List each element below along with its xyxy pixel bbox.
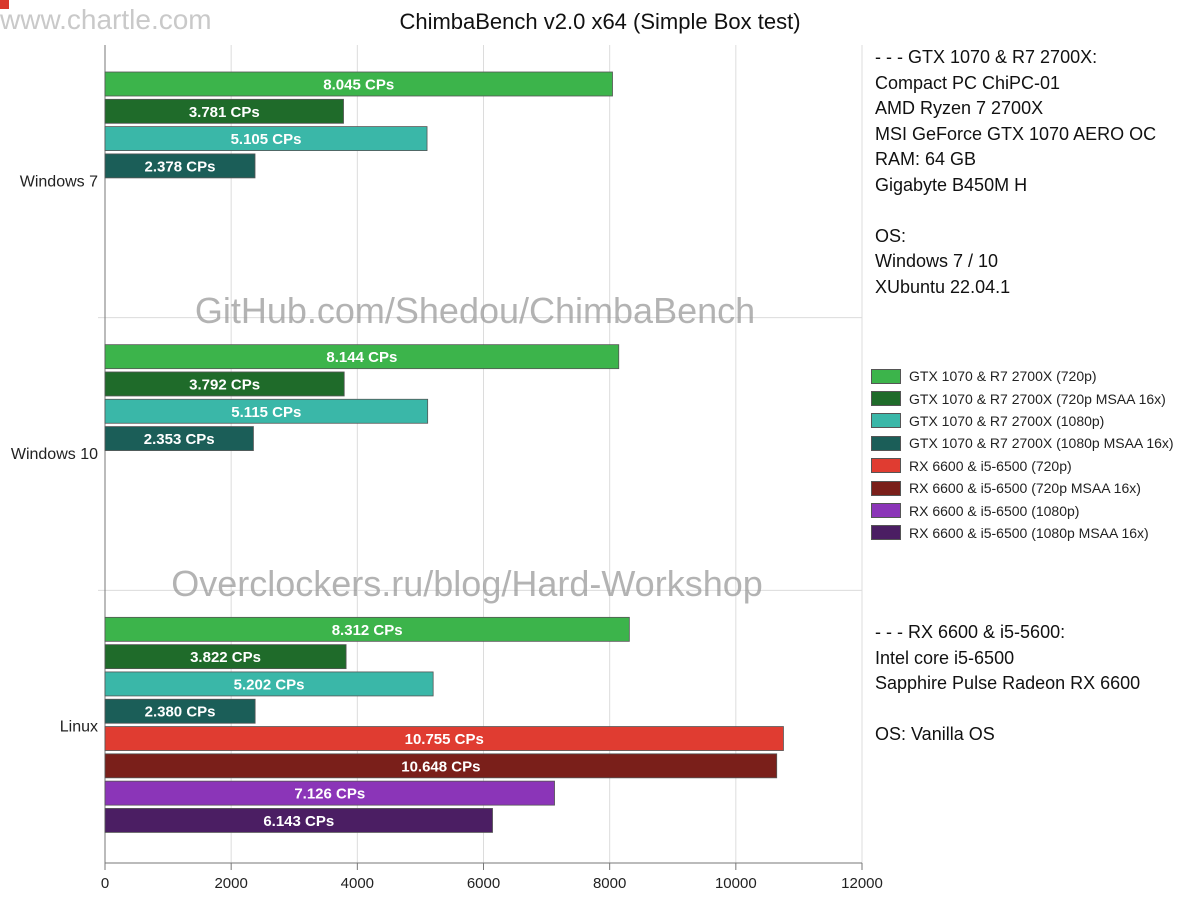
category-label: Windows 10 — [11, 446, 98, 463]
bar-value-label: 8.045 CPs — [323, 77, 394, 94]
bar-value-label: 7.126 CPs — [294, 786, 365, 803]
info-line — [875, 198, 1156, 224]
legend-item: GTX 1070 & R7 2700X (720p MSAA 16x) — [871, 387, 1174, 409]
info-line: Windows 7 / 10 — [875, 251, 999, 271]
info-line: RAM: 64 GB — [875, 149, 977, 169]
info-line: OS: — [875, 225, 907, 246]
legend-swatch — [871, 368, 901, 384]
bar — [104, 344, 620, 370]
system-info-bottom: - - - RX 6600 & i5-5600: Intel core i5-65… — [875, 620, 1140, 748]
bar-value-label: 5.105 CPs — [231, 131, 302, 148]
legend-label: GTX 1070 & R7 2700X (1080p MSAA 16x) — [909, 435, 1174, 452]
x-tick-label: 10000 — [715, 875, 757, 892]
bar — [104, 98, 344, 124]
legend-item: RX 6600 & i5-6500 (1080p MSAA 16x) — [871, 522, 1174, 544]
legend-swatch — [871, 413, 901, 429]
x-tick-label: 4000 — [341, 875, 374, 892]
watermark-site: www.chartle.com — [0, 4, 212, 35]
bar — [104, 153, 256, 179]
legend-item: GTX 1070 & R7 2700X (1080p) — [871, 410, 1174, 432]
legend-item: RX 6600 & i5-6500 (720p) — [871, 455, 1174, 477]
legend-label: GTX 1070 & R7 2700X (720p) — [909, 368, 1097, 385]
legend-label: RX 6600 & i5-6500 (1080p MSAA 16x) — [909, 524, 1149, 541]
info-line: Gigabyte B450M H — [875, 174, 1028, 195]
category-label: Linux — [60, 719, 98, 736]
y-axis-categories: Windows 7 Windows 10 Linux — [11, 173, 98, 735]
bar — [104, 426, 254, 451]
legend-swatch — [871, 525, 901, 541]
legend-item: RX 6600 & i5-6500 (720p MSAA 16x) — [871, 477, 1174, 499]
bar-value-label: 3.822 CPs — [190, 649, 261, 666]
bar — [104, 753, 778, 779]
bar-value-label: 10.648 CPs — [401, 758, 480, 775]
bar — [104, 398, 429, 424]
bar — [104, 71, 613, 97]
bar-value-label: 2.380 CPs — [145, 704, 216, 721]
legend-label: GTX 1070 & R7 2700X (1080p) — [909, 412, 1105, 429]
info-line: - - - RX 6600 & i5-5600: — [875, 622, 1066, 642]
legend-label: RX 6600 & i5-6500 (1080p) — [909, 502, 1080, 519]
system-info-top: - - - GTX 1070 & R7 2700X: Compact PC Chi… — [875, 45, 1156, 300]
bar-value-label: 2.378 CPs — [145, 158, 216, 175]
info-line: Sapphire Pulse Radeon RX 6600 — [875, 673, 1141, 693]
x-axis-ticks: 0 2000 4000 6000 8000 10000 12000 — [101, 863, 883, 892]
legend-swatch — [871, 503, 901, 519]
watermark-blog: Overclockers.ru/blog/Hard-Workshop — [171, 563, 763, 604]
legend-label: GTX 1070 & R7 2700X (720p MSAA 16x) — [909, 390, 1166, 407]
bar-value-label: 8.312 CPs — [332, 622, 403, 639]
x-tick-label: 8000 — [593, 875, 626, 892]
bar-value-label: 8.144 CPs — [326, 349, 397, 366]
bars: 8.045 CPs 3.781 CPs 5.105 CPs 2.378 CPs 8.14… — [104, 71, 784, 833]
legend-label: RX 6600 & i5-6500 (720p MSAA 16x) — [909, 480, 1141, 497]
x-tick-label: 6000 — [467, 875, 500, 892]
watermark-badge — [0, 0, 9, 9]
bar — [104, 808, 493, 833]
legend-item: RX 6600 & i5-6500 (1080p) — [871, 499, 1174, 521]
bar-value-label: 10.755 CPs — [405, 731, 484, 748]
legend-swatch — [871, 435, 901, 451]
bar — [104, 671, 434, 697]
info-line: Intel core i5-6500 — [875, 647, 1015, 668]
info-line: XUbuntu 22.04.1 — [875, 276, 1011, 297]
info-line — [875, 697, 1140, 723]
bar-value-label: 3.781 CPs — [189, 104, 260, 121]
watermark-github: GitHub.com/Shedou/ChimbaBench — [195, 290, 755, 331]
info-line: MSI GeForce GTX 1070 AERO OC — [875, 123, 1157, 144]
bar — [104, 644, 347, 670]
watermark-layer: GitHub.com/Shedou/ChimbaBench Overclocke… — [171, 290, 763, 604]
bar-value-label: 2.353 CPs — [144, 431, 215, 448]
bar-value-label: 5.202 CPs — [234, 676, 305, 693]
legend-swatch — [871, 391, 901, 407]
bar — [104, 726, 784, 751]
legend-item: GTX 1070 & R7 2700X (1080p MSAA 16x) — [871, 432, 1174, 454]
bar — [104, 616, 630, 642]
bar-value-label: 3.792 CPs — [189, 376, 260, 393]
bar — [104, 698, 256, 724]
bar — [104, 371, 345, 397]
info-line: OS: Vanilla OS — [875, 724, 995, 744]
bar-value-label: 6.143 CPs — [263, 813, 334, 830]
x-tick-label: 0 — [101, 875, 109, 892]
bar — [104, 780, 555, 806]
info-line: - - - GTX 1070 & R7 2700X: — [875, 47, 1098, 67]
x-tick-label: 12000 — [841, 875, 883, 892]
legend-swatch — [871, 480, 901, 496]
info-line: Compact PC ChiPC-01 — [875, 72, 1061, 93]
legend: GTX 1070 & R7 2700X (720p) GTX 1070 & R7 … — [871, 365, 1174, 544]
legend-item: GTX 1070 & R7 2700X (720p) — [871, 365, 1174, 387]
info-line: AMD Ryzen 7 2700X — [875, 98, 1044, 118]
legend-label: RX 6600 & i5-6500 (720p) — [909, 457, 1072, 474]
x-tick-label: 2000 — [214, 875, 247, 892]
bar — [104, 126, 428, 151]
legend-swatch — [871, 458, 901, 474]
category-label: Windows 7 — [20, 173, 98, 190]
bar-value-label: 5.115 CPs — [231, 404, 301, 421]
chart-title: ChimbaBench v2.0 x64 (Simple Box test) — [399, 9, 800, 34]
